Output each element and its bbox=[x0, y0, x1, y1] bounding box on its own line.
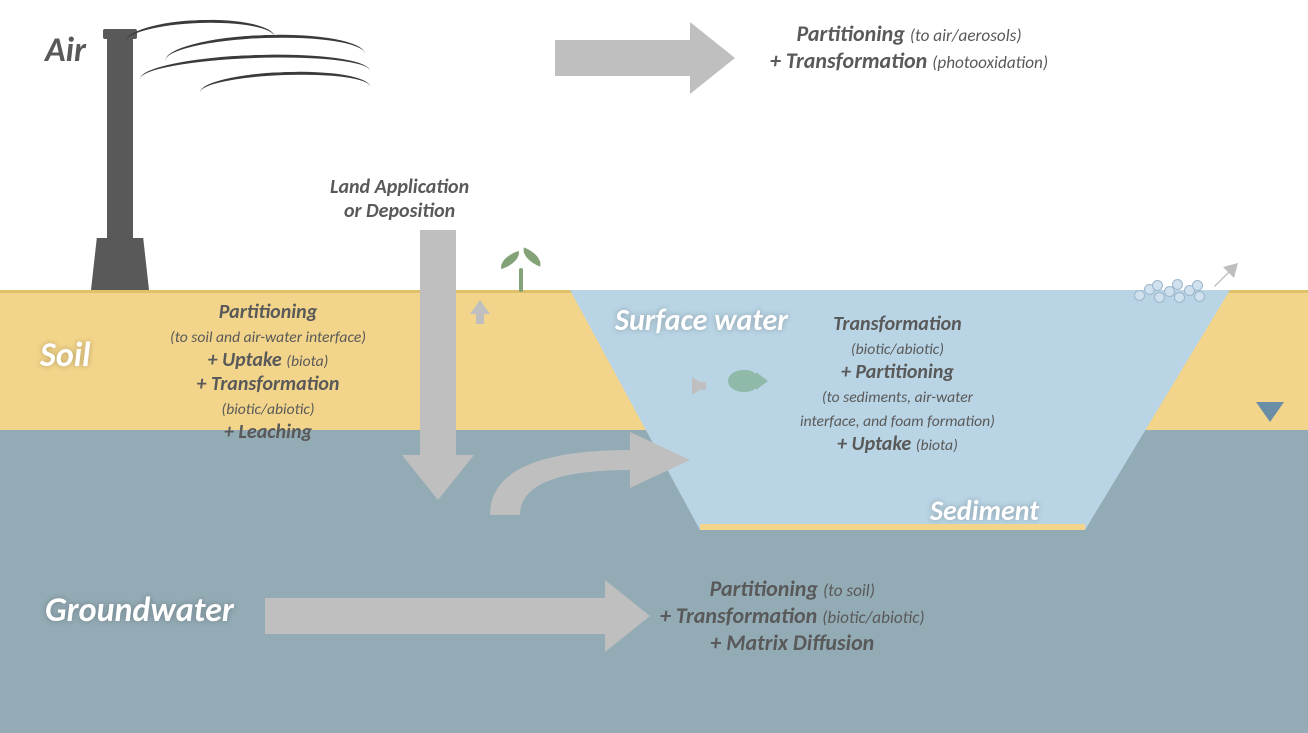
foam-escape-arrow-icon bbox=[1210, 260, 1240, 290]
notes-soil: Partitioning(to soil and air-water inter… bbox=[170, 300, 366, 444]
uptake-arrow-icon bbox=[692, 377, 706, 395]
plant-icon bbox=[495, 248, 545, 292]
label-air: Air bbox=[45, 30, 86, 71]
notes-surface-water: Transformation(biotic/abiotic)+ Partitio… bbox=[800, 312, 995, 456]
arrow-gw-to-sw bbox=[480, 420, 725, 530]
fish-icon bbox=[720, 370, 764, 392]
notes-air: Partitioning (to air/aerosols)+ Transfor… bbox=[770, 20, 1048, 74]
label-sediment: Sediment bbox=[930, 493, 1039, 528]
notes-groundwater: Partitioning (to soil)+ Transformation (… bbox=[660, 575, 925, 656]
arrow-land-application bbox=[402, 230, 474, 500]
arrow-groundwater bbox=[265, 580, 650, 652]
water-table-icon bbox=[1256, 402, 1284, 422]
notes-land-application: Land Applicationor Deposition bbox=[330, 175, 469, 223]
label-groundwater: Groundwater bbox=[45, 590, 234, 631]
arrow-air bbox=[555, 22, 735, 94]
uptake-arrow-icon bbox=[470, 300, 490, 314]
label-soil: Soil bbox=[40, 335, 90, 376]
label-surface-water: Surface water bbox=[615, 302, 788, 339]
foam-icon bbox=[1132, 276, 1212, 306]
